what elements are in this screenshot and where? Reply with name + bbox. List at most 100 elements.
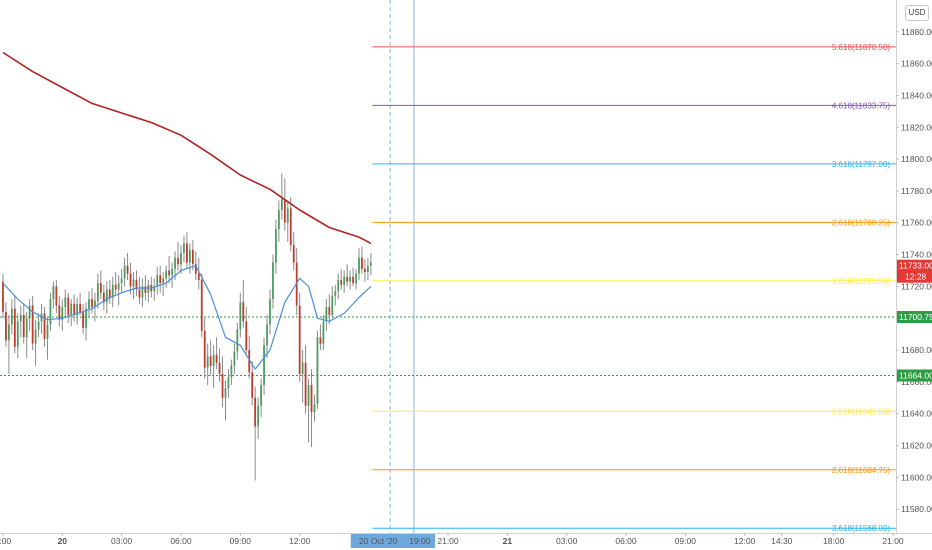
candle-body: [97, 283, 99, 301]
price-tick-label: 11800.00: [901, 154, 932, 164]
moving-averages: [2, 51, 372, 370]
fib-level-label: 1.618(11723.50): [832, 277, 890, 286]
candle: [28, 299, 31, 331]
candle-body: [227, 377, 230, 389]
candle-body: [355, 273, 357, 284]
candle-body: [361, 257, 363, 269]
candle-body: [168, 270, 171, 276]
candle: [31, 295, 34, 351]
candle: [260, 378, 262, 417]
candle: [334, 284, 337, 306]
candle-body: [88, 299, 90, 309]
time-tick-label: 1:00: [0, 536, 12, 546]
candle-body: [251, 372, 254, 398]
candle: [257, 397, 260, 440]
candle: [197, 257, 200, 290]
candle-body: [70, 303, 73, 316]
time-tick-label: 20: [58, 536, 68, 546]
candle-body: [40, 313, 43, 322]
price-tick-label: 11720.00: [901, 281, 932, 291]
level-price-tag: [897, 311, 932, 324]
currency-badge[interactable]: USD: [905, 5, 929, 21]
candle-body: [343, 276, 346, 285]
candle: [73, 294, 76, 322]
candle-body: [272, 262, 274, 300]
candle: [126, 252, 129, 281]
candle: [251, 361, 254, 406]
candle-body: [76, 303, 79, 316]
candle: [168, 256, 171, 284]
price-tick-label: 11860.00: [901, 59, 932, 69]
candle-body: [108, 289, 111, 298]
candle-body: [91, 299, 93, 308]
candle-body: [328, 307, 331, 316]
candle-body: [25, 318, 28, 338]
candle: [218, 348, 221, 382]
candle: [8, 315, 10, 374]
candle-body: [230, 365, 233, 378]
candle: [171, 262, 173, 288]
time-tick-label: 06:00: [170, 536, 192, 546]
candle-body: [254, 397, 257, 427]
candle-body: [138, 289, 141, 298]
candle: [147, 280, 150, 303]
candle: [102, 284, 105, 311]
candle-body: [313, 404, 316, 413]
candle: [82, 303, 84, 335]
candle: [209, 340, 212, 376]
candle-body: [289, 208, 292, 246]
candle-body: [215, 354, 218, 363]
candle-body: [352, 276, 354, 284]
candle-body: [349, 276, 351, 282]
horizontal-levels[interactable]: [0, 316, 896, 376]
fibonacci-extension[interactable]: 5.618(11870.50) 4.618(11833.75) 3.618(1179…: [372, 43, 896, 533]
candle: [313, 394, 316, 422]
candle-body: [334, 291, 337, 296]
time-tick-label: 12:00: [734, 536, 756, 546]
time-tick-label: 21:00: [882, 536, 904, 546]
candle: [114, 272, 117, 295]
fib-level-label: 4.618(11833.75): [832, 101, 890, 110]
price-tick-label: 11840.00: [901, 90, 932, 100]
last-price-countdown: 12:28: [905, 272, 927, 282]
candlestick-series: [2, 173, 372, 481]
candle: [97, 273, 99, 309]
candle-body: [340, 280, 343, 285]
candle-body: [174, 257, 176, 269]
candle: [358, 248, 360, 281]
candle: [165, 265, 168, 288]
time-tick-label: 09:00: [230, 536, 252, 546]
candle: [111, 276, 114, 308]
candle-body: [325, 307, 328, 322]
candle-body: [132, 280, 135, 287]
candle: [52, 281, 55, 309]
candle-body: [242, 302, 245, 322]
candle-body: [364, 268, 366, 273]
candle-body: [120, 278, 123, 284]
candle-body: [200, 280, 203, 331]
candle: [224, 380, 227, 421]
candle: [310, 369, 313, 448]
candle: [355, 268, 357, 290]
price-tick-label: 11680.00: [901, 345, 932, 355]
candle: [120, 268, 123, 293]
crosshair-date-label: 19:00: [409, 536, 431, 546]
candle: [266, 315, 268, 358]
candle-body: [283, 198, 286, 223]
candle: [242, 280, 245, 328]
price-tick-label: 11820.00: [901, 122, 932, 132]
candle: [64, 289, 67, 319]
short-moving-average-line: [2, 265, 372, 370]
candle-body: [203, 330, 206, 368]
fib-level-label: 2.618(11604.75): [832, 466, 890, 475]
fib-level-label: 3.618(11568.00): [832, 524, 890, 533]
time-axis[interactable]: 1:00 20 03:00 06:00 09:00 12:00 21:00 21 03:00 06…: [0, 533, 904, 548]
candle: [206, 343, 209, 386]
candle: [254, 386, 257, 481]
candle: [177, 241, 179, 271]
price-tick-label: 11580.00: [901, 504, 932, 514]
candle-body: [369, 262, 372, 266]
candle: [283, 178, 286, 231]
